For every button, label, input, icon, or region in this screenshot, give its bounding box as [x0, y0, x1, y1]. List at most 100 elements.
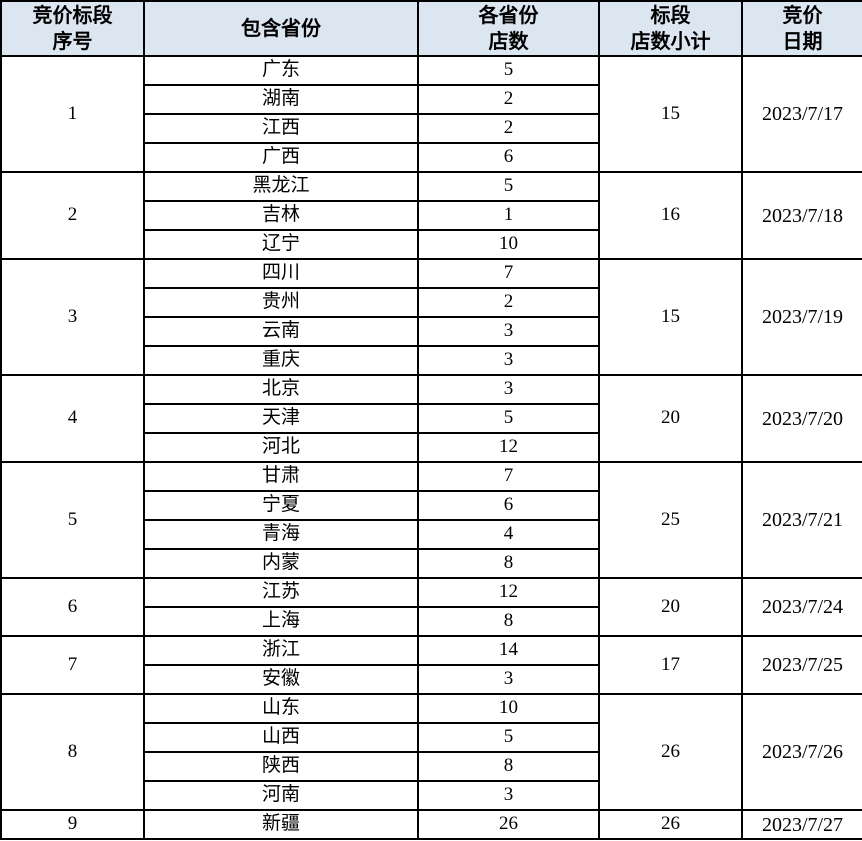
subtotal-cell: 26 — [598, 693, 743, 811]
date-cell: 2023/7/21 — [741, 461, 862, 579]
store-count-cell: 5 — [417, 171, 600, 202]
province-cell: 江苏 — [143, 577, 419, 608]
store-count-cell: 12 — [417, 577, 600, 608]
province-cell: 河南 — [143, 780, 419, 811]
province-cell: 新疆 — [143, 809, 419, 840]
table-row: 陕西 8 — [1, 751, 862, 782]
table-row: 广西 6 — [1, 142, 862, 173]
subtotal-cell: 20 — [598, 374, 743, 463]
section-number-cell: 1 — [0, 55, 145, 173]
store-count-cell: 2 — [417, 84, 600, 115]
table-row: 7 浙江 14 17 2023/7/25 — [0, 635, 862, 695]
province-cell: 北京 — [143, 374, 419, 405]
province-cell: 贵州 — [143, 287, 419, 318]
store-count-cell: 3 — [417, 345, 600, 376]
date-cell: 2023/7/25 — [741, 635, 862, 695]
date-cell: 2023/7/26 — [741, 693, 862, 811]
header-section-number: 竞价标段 序号 — [0, 0, 145, 57]
section-number-cell: 7 — [0, 635, 145, 695]
table-row: 云南 3 — [1, 316, 862, 347]
province-cell: 宁夏 — [143, 490, 419, 521]
table-header: 竞价标段 序号 包含省份 各省份 店数 标段 店数小计 竞价 日期 — [0, 0, 862, 57]
table-row: 8 山东 10 26 2023/7/26 — [0, 693, 862, 811]
table-row: 9 新疆 26 26 2023/7/27 — [0, 809, 862, 840]
subtotal-cell: 15 — [598, 258, 743, 376]
province-cell: 辽宁 — [143, 229, 419, 260]
table-row: 宁夏 6 — [1, 490, 862, 521]
province-cell: 河北 — [143, 432, 419, 463]
section-number-cell: 9 — [0, 809, 145, 840]
table-row: 吉林 1 — [1, 200, 862, 231]
store-count-cell: 2 — [417, 287, 600, 318]
store-count-cell: 10 — [417, 693, 600, 724]
store-count-cell: 7 — [417, 258, 600, 289]
section-number-cell: 3 — [0, 258, 145, 376]
store-count-cell: 7 — [417, 461, 600, 492]
province-cell: 青海 — [143, 519, 419, 550]
province-cell: 江西 — [143, 113, 419, 144]
store-count-cell: 2 — [417, 113, 600, 144]
subtotal-cell: 20 — [598, 577, 743, 637]
date-cell: 2023/7/27 — [741, 809, 862, 840]
table-row: 河南 3 — [1, 780, 862, 811]
store-count-cell: 10 — [417, 229, 600, 260]
province-cell: 湖南 — [143, 84, 419, 115]
store-count-cell: 3 — [417, 664, 600, 695]
section-number-cell: 2 — [0, 171, 145, 260]
subtotal-cell: 26 — [598, 809, 743, 840]
table-row: 辽宁 10 — [1, 229, 862, 260]
store-count-cell: 8 — [417, 548, 600, 579]
province-cell: 天津 — [143, 403, 419, 434]
store-count-cell: 12 — [417, 432, 600, 463]
header-provinces: 包含省份 — [143, 0, 419, 57]
province-cell: 安徽 — [143, 664, 419, 695]
province-cell: 广东 — [143, 55, 419, 86]
store-count-cell: 3 — [417, 374, 600, 405]
province-cell: 浙江 — [143, 635, 419, 666]
table-row: 重庆 3 — [1, 345, 862, 376]
date-cell: 2023/7/19 — [741, 258, 862, 376]
subtotal-cell: 15 — [598, 55, 743, 173]
date-cell: 2023/7/17 — [741, 55, 862, 173]
table-row: 山西 5 — [1, 722, 862, 753]
province-cell: 吉林 — [143, 200, 419, 231]
store-count-cell: 4 — [417, 519, 600, 550]
table-row: 6 江苏 12 20 2023/7/24 — [0, 577, 862, 637]
province-cell: 云南 — [143, 316, 419, 347]
table-row: 1 广东 5 15 2023/7/17 — [0, 55, 862, 173]
store-count-cell: 5 — [417, 722, 600, 753]
date-cell: 2023/7/20 — [741, 374, 862, 463]
store-count-cell: 5 — [417, 55, 600, 86]
table-row: 2 黑龙江 5 16 2023/7/18 — [0, 171, 862, 260]
province-cell: 陕西 — [143, 751, 419, 782]
table-row: 贵州 2 — [1, 287, 862, 318]
table-row: 安徽 3 — [1, 664, 862, 695]
province-cell: 重庆 — [143, 345, 419, 376]
subtotal-cell: 25 — [598, 461, 743, 579]
store-count-cell: 5 — [417, 403, 600, 434]
subtotal-cell: 17 — [598, 635, 743, 695]
store-count-cell: 3 — [417, 780, 600, 811]
table-row: 湖南 2 — [1, 84, 862, 115]
section-number-cell: 4 — [0, 374, 145, 463]
store-count-cell: 8 — [417, 751, 600, 782]
store-count-cell: 14 — [417, 635, 600, 666]
province-cell: 四川 — [143, 258, 419, 289]
section-number-cell: 6 — [0, 577, 145, 637]
store-count-cell: 8 — [417, 606, 600, 637]
store-count-cell: 3 — [417, 316, 600, 347]
header-province-stores: 各省份 店数 — [417, 0, 600, 57]
province-cell: 山西 — [143, 722, 419, 753]
table-row: 4 北京 3 20 2023/7/20 — [0, 374, 862, 463]
store-count-cell: 26 — [417, 809, 600, 840]
header-subtotal: 标段 店数小计 — [598, 0, 743, 57]
table-row: 上海 8 — [1, 606, 862, 637]
table-row: 内蒙 8 — [1, 548, 862, 579]
province-cell: 广西 — [143, 142, 419, 173]
store-count-cell: 6 — [417, 142, 600, 173]
province-cell: 上海 — [143, 606, 419, 637]
section-number-cell: 8 — [0, 693, 145, 811]
header-row: 竞价标段 序号 包含省份 各省份 店数 标段 店数小计 竞价 日期 — [0, 0, 862, 57]
